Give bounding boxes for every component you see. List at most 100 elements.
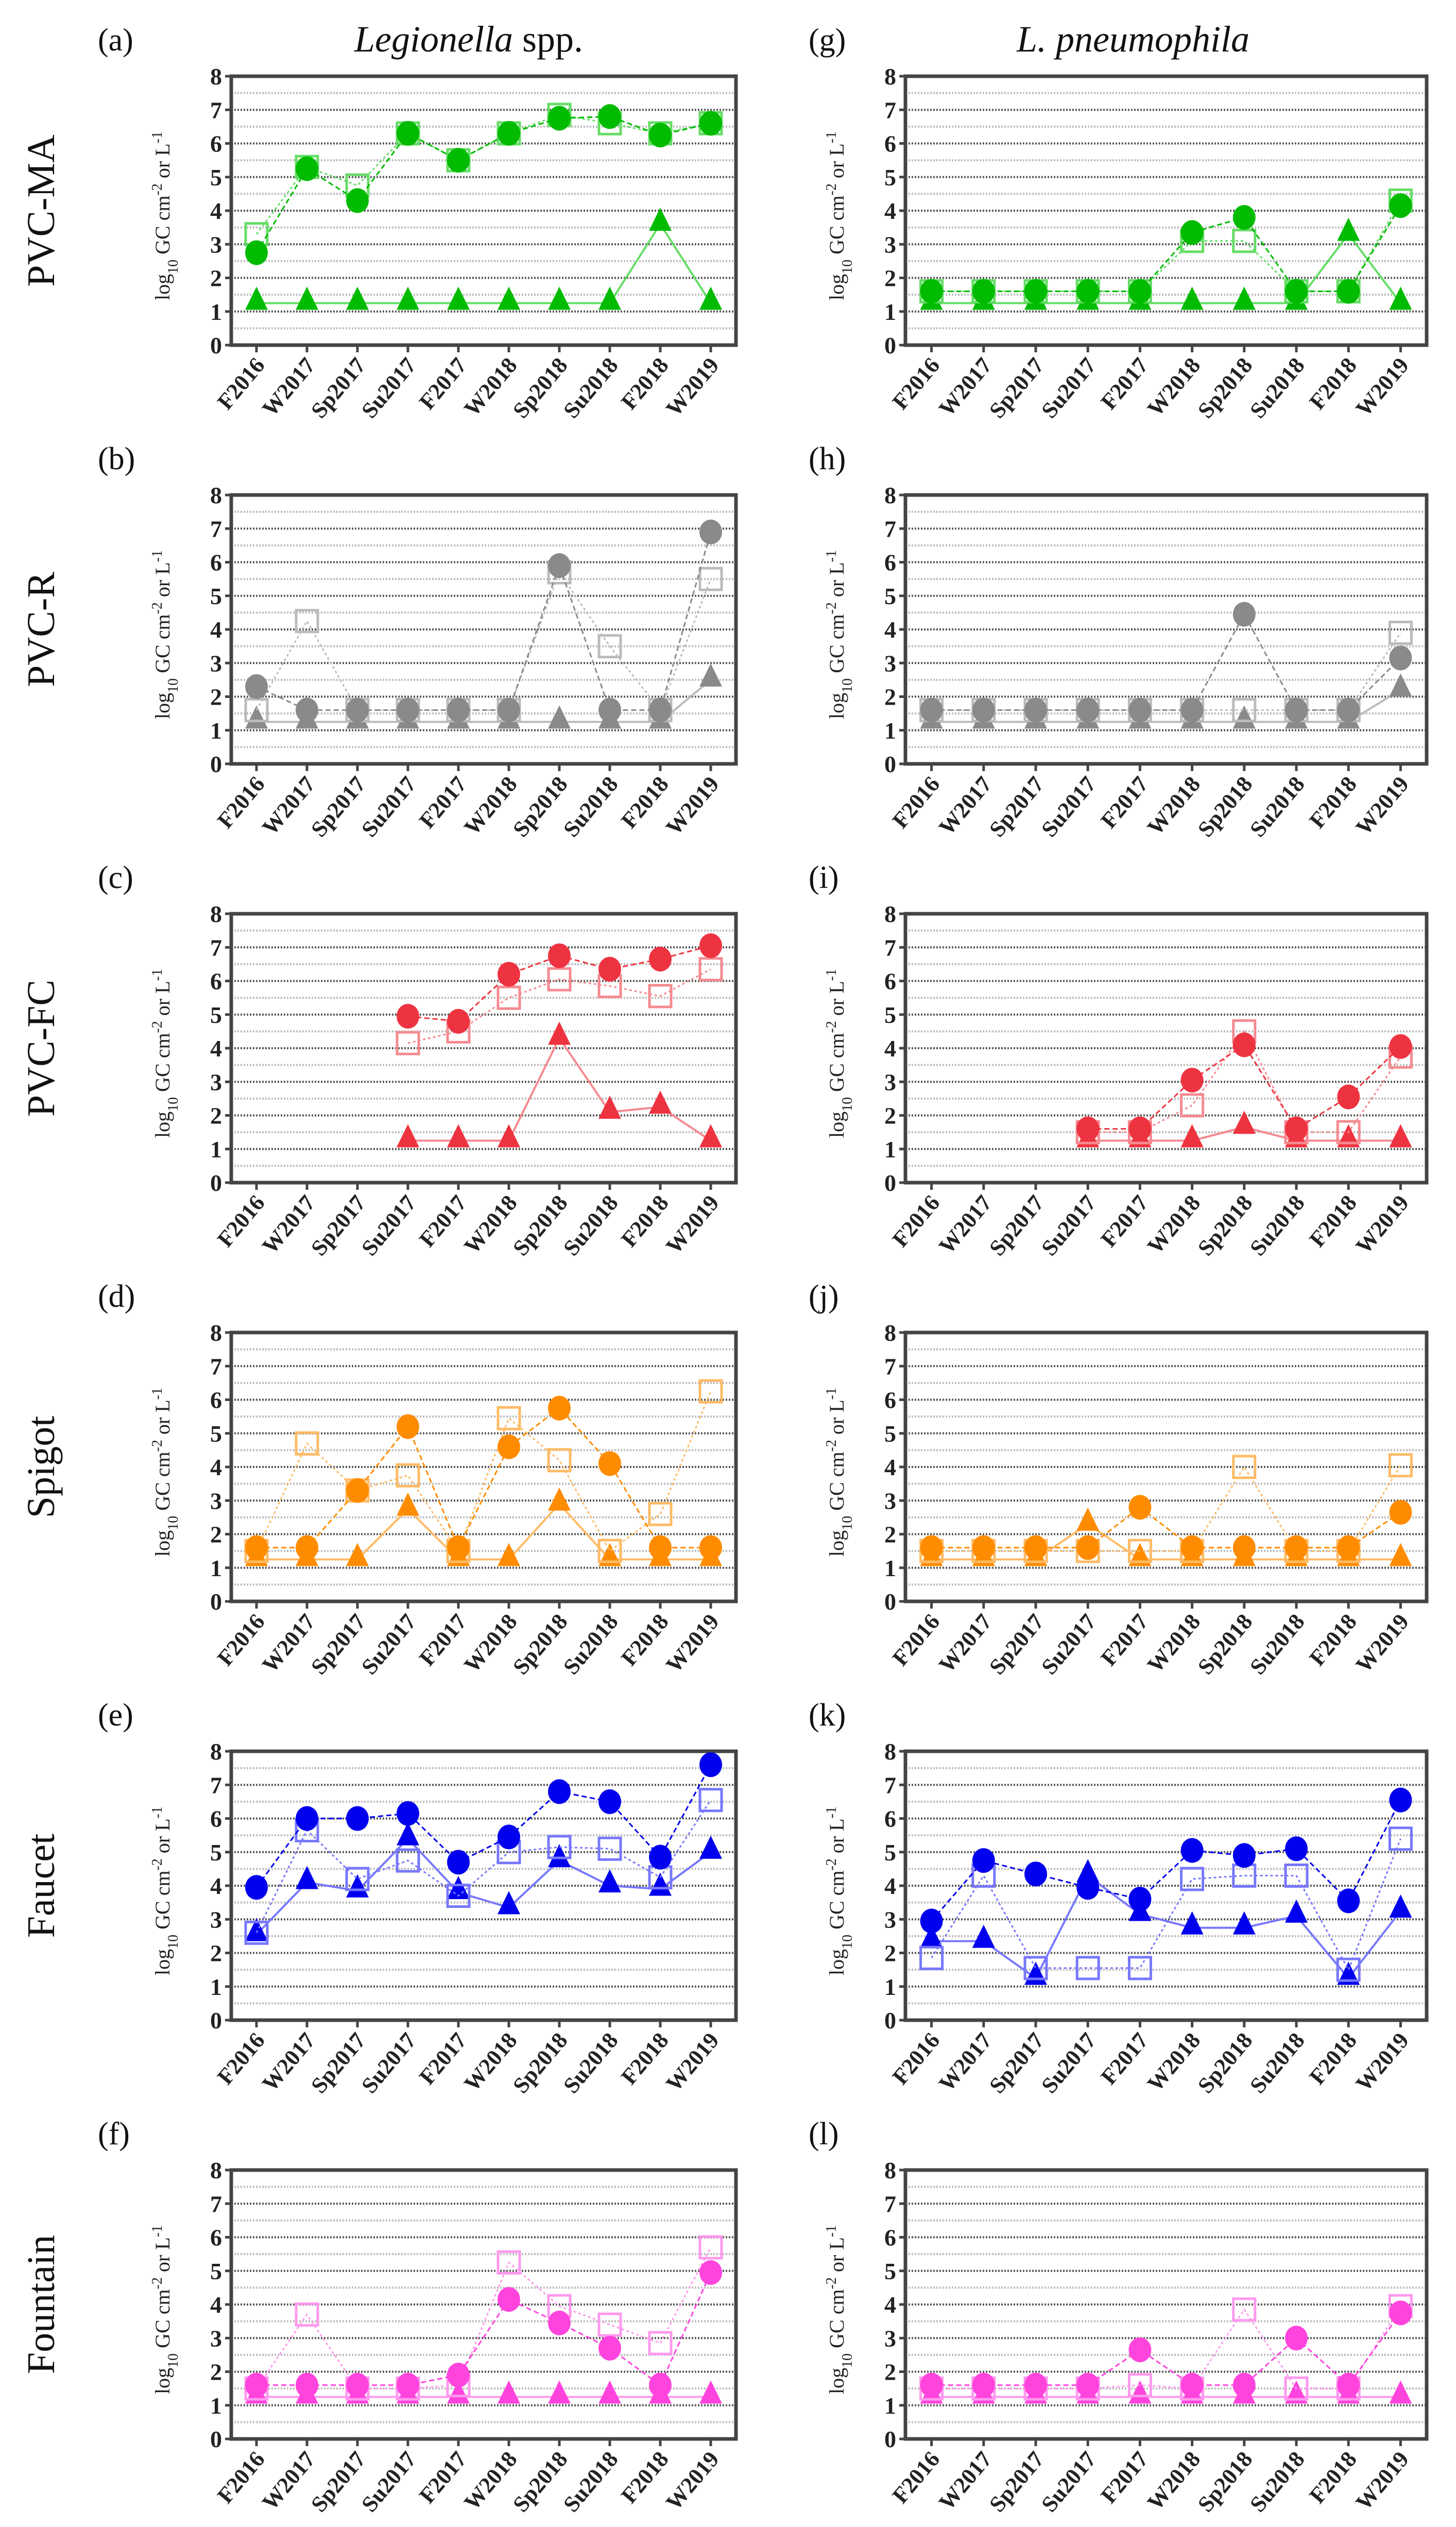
- y-tick-label: 4: [210, 1035, 222, 1062]
- y-axis-label: log10 GC cm-2 or L-1: [824, 2225, 855, 2394]
- triangle-marker: [498, 1543, 520, 1566]
- circle-series-line: [256, 1407, 711, 1550]
- square-marker: [496, 985, 521, 1010]
- y-axis-label-part: -2: [824, 1440, 840, 1452]
- triangle-marker: [1285, 1899, 1308, 1923]
- circle-marker: [1076, 2372, 1100, 2398]
- triangle-marker: [920, 1924, 943, 1948]
- y-axis-label-part: or L: [151, 143, 174, 183]
- y-axis-label-part: GC cm: [825, 2289, 848, 2353]
- y-tick-label: 5: [210, 2258, 222, 2284]
- y-axis-label-part: log: [825, 2368, 848, 2394]
- y-tick-label: 4: [884, 1873, 896, 1899]
- y-axis-label-part: or L: [825, 143, 848, 183]
- x-tick-label: W2018: [1142, 2028, 1205, 2096]
- circle-marker: [699, 1752, 722, 1778]
- x-tick-label: Su2017: [1036, 353, 1101, 423]
- circle-marker: [1076, 697, 1100, 723]
- circle-marker: [548, 553, 571, 578]
- circle-marker: [1285, 1836, 1308, 1862]
- circle-marker: [1389, 2300, 1412, 2326]
- x-tick-label: W2019: [1351, 1609, 1414, 1678]
- square-marker: [446, 1884, 471, 1908]
- y-tick-label: 2: [210, 1940, 222, 1967]
- y-tick-label: 1: [884, 1974, 896, 2000]
- circle-marker: [1285, 1535, 1308, 1560]
- square-series-line: [931, 1838, 1401, 1972]
- x-tick-label: Sp2018: [1193, 2447, 1258, 2517]
- circle-marker: [699, 519, 722, 544]
- triangle-marker: [548, 2380, 571, 2404]
- y-tick-label: 1: [884, 299, 896, 325]
- circle-marker: [397, 1801, 419, 1826]
- x-tick-label: Sp2017: [306, 1190, 371, 1260]
- y-tick-label: 4: [884, 617, 896, 643]
- triangle-series-line: [256, 679, 712, 723]
- circle-marker: [1024, 279, 1047, 304]
- circle-marker: [1337, 697, 1360, 723]
- circle-marker: [598, 1789, 621, 1814]
- y-tick-label: 7: [210, 516, 222, 542]
- circle-marker: [1337, 1888, 1360, 1914]
- y-axis-label-part: -2: [149, 2277, 165, 2289]
- x-tick-label: Su2017: [356, 1190, 421, 1260]
- triangle-marker: [245, 705, 268, 729]
- y-tick-label: 8: [884, 2157, 896, 2183]
- y-tick-label: 4: [210, 198, 222, 224]
- y-axis-label-part: or L: [151, 562, 174, 602]
- x-tick-label: W2019: [661, 1190, 724, 1259]
- y-tick-label: 8: [884, 1738, 896, 1765]
- circle-marker: [346, 2372, 369, 2398]
- panel-i: (i)log10 GC cm-2 or L-1012345678F2016W20…: [809, 860, 1429, 1260]
- circle-marker: [245, 240, 268, 265]
- circle-marker: [397, 697, 419, 723]
- y-tick-label: 5: [884, 1839, 896, 1866]
- x-tick-label: W2018: [1142, 1609, 1205, 1678]
- y-tick-label: 2: [884, 1522, 896, 1548]
- square-marker: [1232, 229, 1257, 253]
- y-tick-label: 7: [210, 97, 222, 123]
- circle-series-line: [256, 532, 712, 711]
- circle-marker: [1232, 1535, 1256, 1560]
- y-axis-label-part: GC cm: [151, 2289, 174, 2353]
- y-tick-label: 0: [884, 1589, 896, 1615]
- triangle-marker: [447, 2380, 470, 2404]
- circle-marker: [1076, 1535, 1100, 1560]
- panel-label: (i): [809, 860, 839, 895]
- y-axis-label-part: log: [151, 2368, 174, 2394]
- circle-marker: [972, 2372, 995, 2398]
- square-marker: [345, 1867, 370, 1891]
- y-tick-label: 7: [884, 1772, 896, 1798]
- square-marker: [597, 634, 622, 659]
- square-marker: [295, 609, 319, 634]
- y-tick-label: 5: [210, 164, 222, 191]
- y-tick-label: 5: [884, 583, 896, 609]
- circle-marker: [498, 962, 520, 987]
- triangle-marker: [1128, 2380, 1152, 2404]
- square-marker: [396, 1848, 420, 1873]
- square-marker: [648, 984, 673, 1009]
- circle-marker: [245, 1535, 268, 1560]
- y-axis-label-part: log: [151, 693, 174, 719]
- x-tick-label: W2019: [1351, 2028, 1414, 2096]
- triangle-marker: [1232, 705, 1256, 729]
- circle-marker: [397, 2372, 419, 2398]
- circle-marker: [397, 1414, 419, 1439]
- y-axis-label: log10 GC cm-2 or L-1: [149, 2225, 181, 2394]
- circle-marker: [649, 123, 672, 148]
- triangle-marker: [346, 1874, 369, 1898]
- triangle-marker: [1389, 286, 1412, 310]
- y-tick-label: 5: [884, 1421, 896, 1447]
- x-tick-label: Su2018: [1245, 2028, 1310, 2098]
- square-marker: [244, 1920, 269, 1945]
- panel-j: (j)log10 GC cm-2 or L-1012345678F2016W20…: [809, 1279, 1429, 1679]
- triangle-marker: [346, 286, 369, 310]
- square-marker: [1336, 1957, 1361, 1982]
- y-tick-label: 8: [884, 901, 896, 927]
- y-axis-label-part: or L: [151, 1818, 174, 1858]
- y-tick-label: 3: [884, 231, 896, 258]
- square-series-line: [931, 2306, 1401, 2389]
- y-tick-label: 1: [210, 1974, 222, 2000]
- column-title: L. pneumophila: [1016, 19, 1249, 60]
